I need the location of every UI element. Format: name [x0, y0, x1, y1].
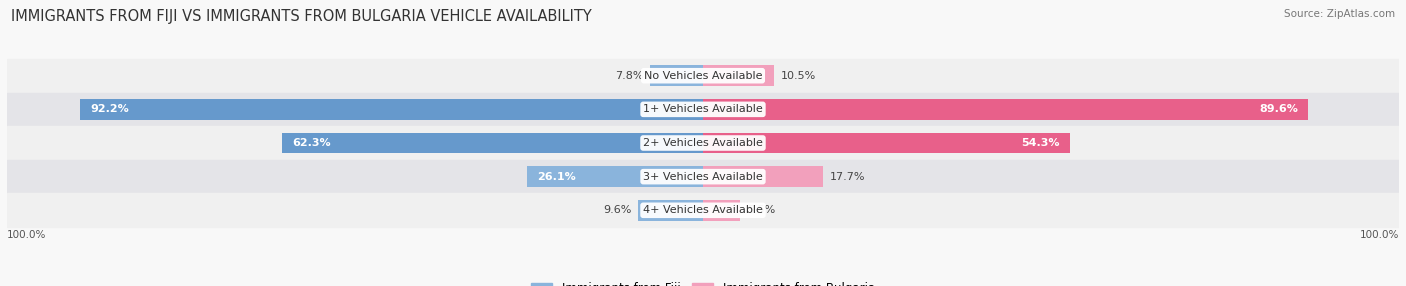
Text: 26.1%: 26.1% — [537, 172, 575, 182]
Bar — [7, 59, 1399, 93]
Text: 4+ Vehicles Available: 4+ Vehicles Available — [643, 205, 763, 215]
Text: 7.8%: 7.8% — [614, 71, 644, 81]
Bar — [80, 99, 703, 120]
Bar — [703, 133, 1070, 153]
Bar — [527, 166, 703, 187]
Text: 5.5%: 5.5% — [747, 205, 775, 215]
Text: 92.2%: 92.2% — [90, 104, 129, 114]
Text: 89.6%: 89.6% — [1260, 104, 1298, 114]
Legend: Immigrants from Fiji, Immigrants from Bulgaria: Immigrants from Fiji, Immigrants from Bu… — [526, 278, 880, 286]
Text: 2+ Vehicles Available: 2+ Vehicles Available — [643, 138, 763, 148]
Bar — [7, 93, 1399, 126]
Text: 10.5%: 10.5% — [780, 71, 815, 81]
Text: No Vehicles Available: No Vehicles Available — [644, 71, 762, 81]
Text: IMMIGRANTS FROM FIJI VS IMMIGRANTS FROM BULGARIA VEHICLE AVAILABILITY: IMMIGRANTS FROM FIJI VS IMMIGRANTS FROM … — [11, 9, 592, 23]
Text: 9.6%: 9.6% — [603, 205, 631, 215]
Text: 1+ Vehicles Available: 1+ Vehicles Available — [643, 104, 763, 114]
Text: 100.0%: 100.0% — [7, 230, 46, 240]
Text: 100.0%: 100.0% — [1360, 230, 1399, 240]
Bar — [7, 126, 1399, 160]
Bar — [703, 99, 1309, 120]
Text: 3+ Vehicles Available: 3+ Vehicles Available — [643, 172, 763, 182]
Text: 62.3%: 62.3% — [292, 138, 330, 148]
Bar — [7, 193, 1399, 227]
Bar — [651, 65, 703, 86]
Bar — [283, 133, 703, 153]
Text: 17.7%: 17.7% — [830, 172, 865, 182]
Text: 54.3%: 54.3% — [1021, 138, 1060, 148]
Bar — [703, 166, 823, 187]
Bar — [638, 200, 703, 221]
Bar — [703, 65, 773, 86]
Text: Source: ZipAtlas.com: Source: ZipAtlas.com — [1284, 9, 1395, 19]
Bar — [7, 160, 1399, 193]
Bar — [703, 200, 740, 221]
